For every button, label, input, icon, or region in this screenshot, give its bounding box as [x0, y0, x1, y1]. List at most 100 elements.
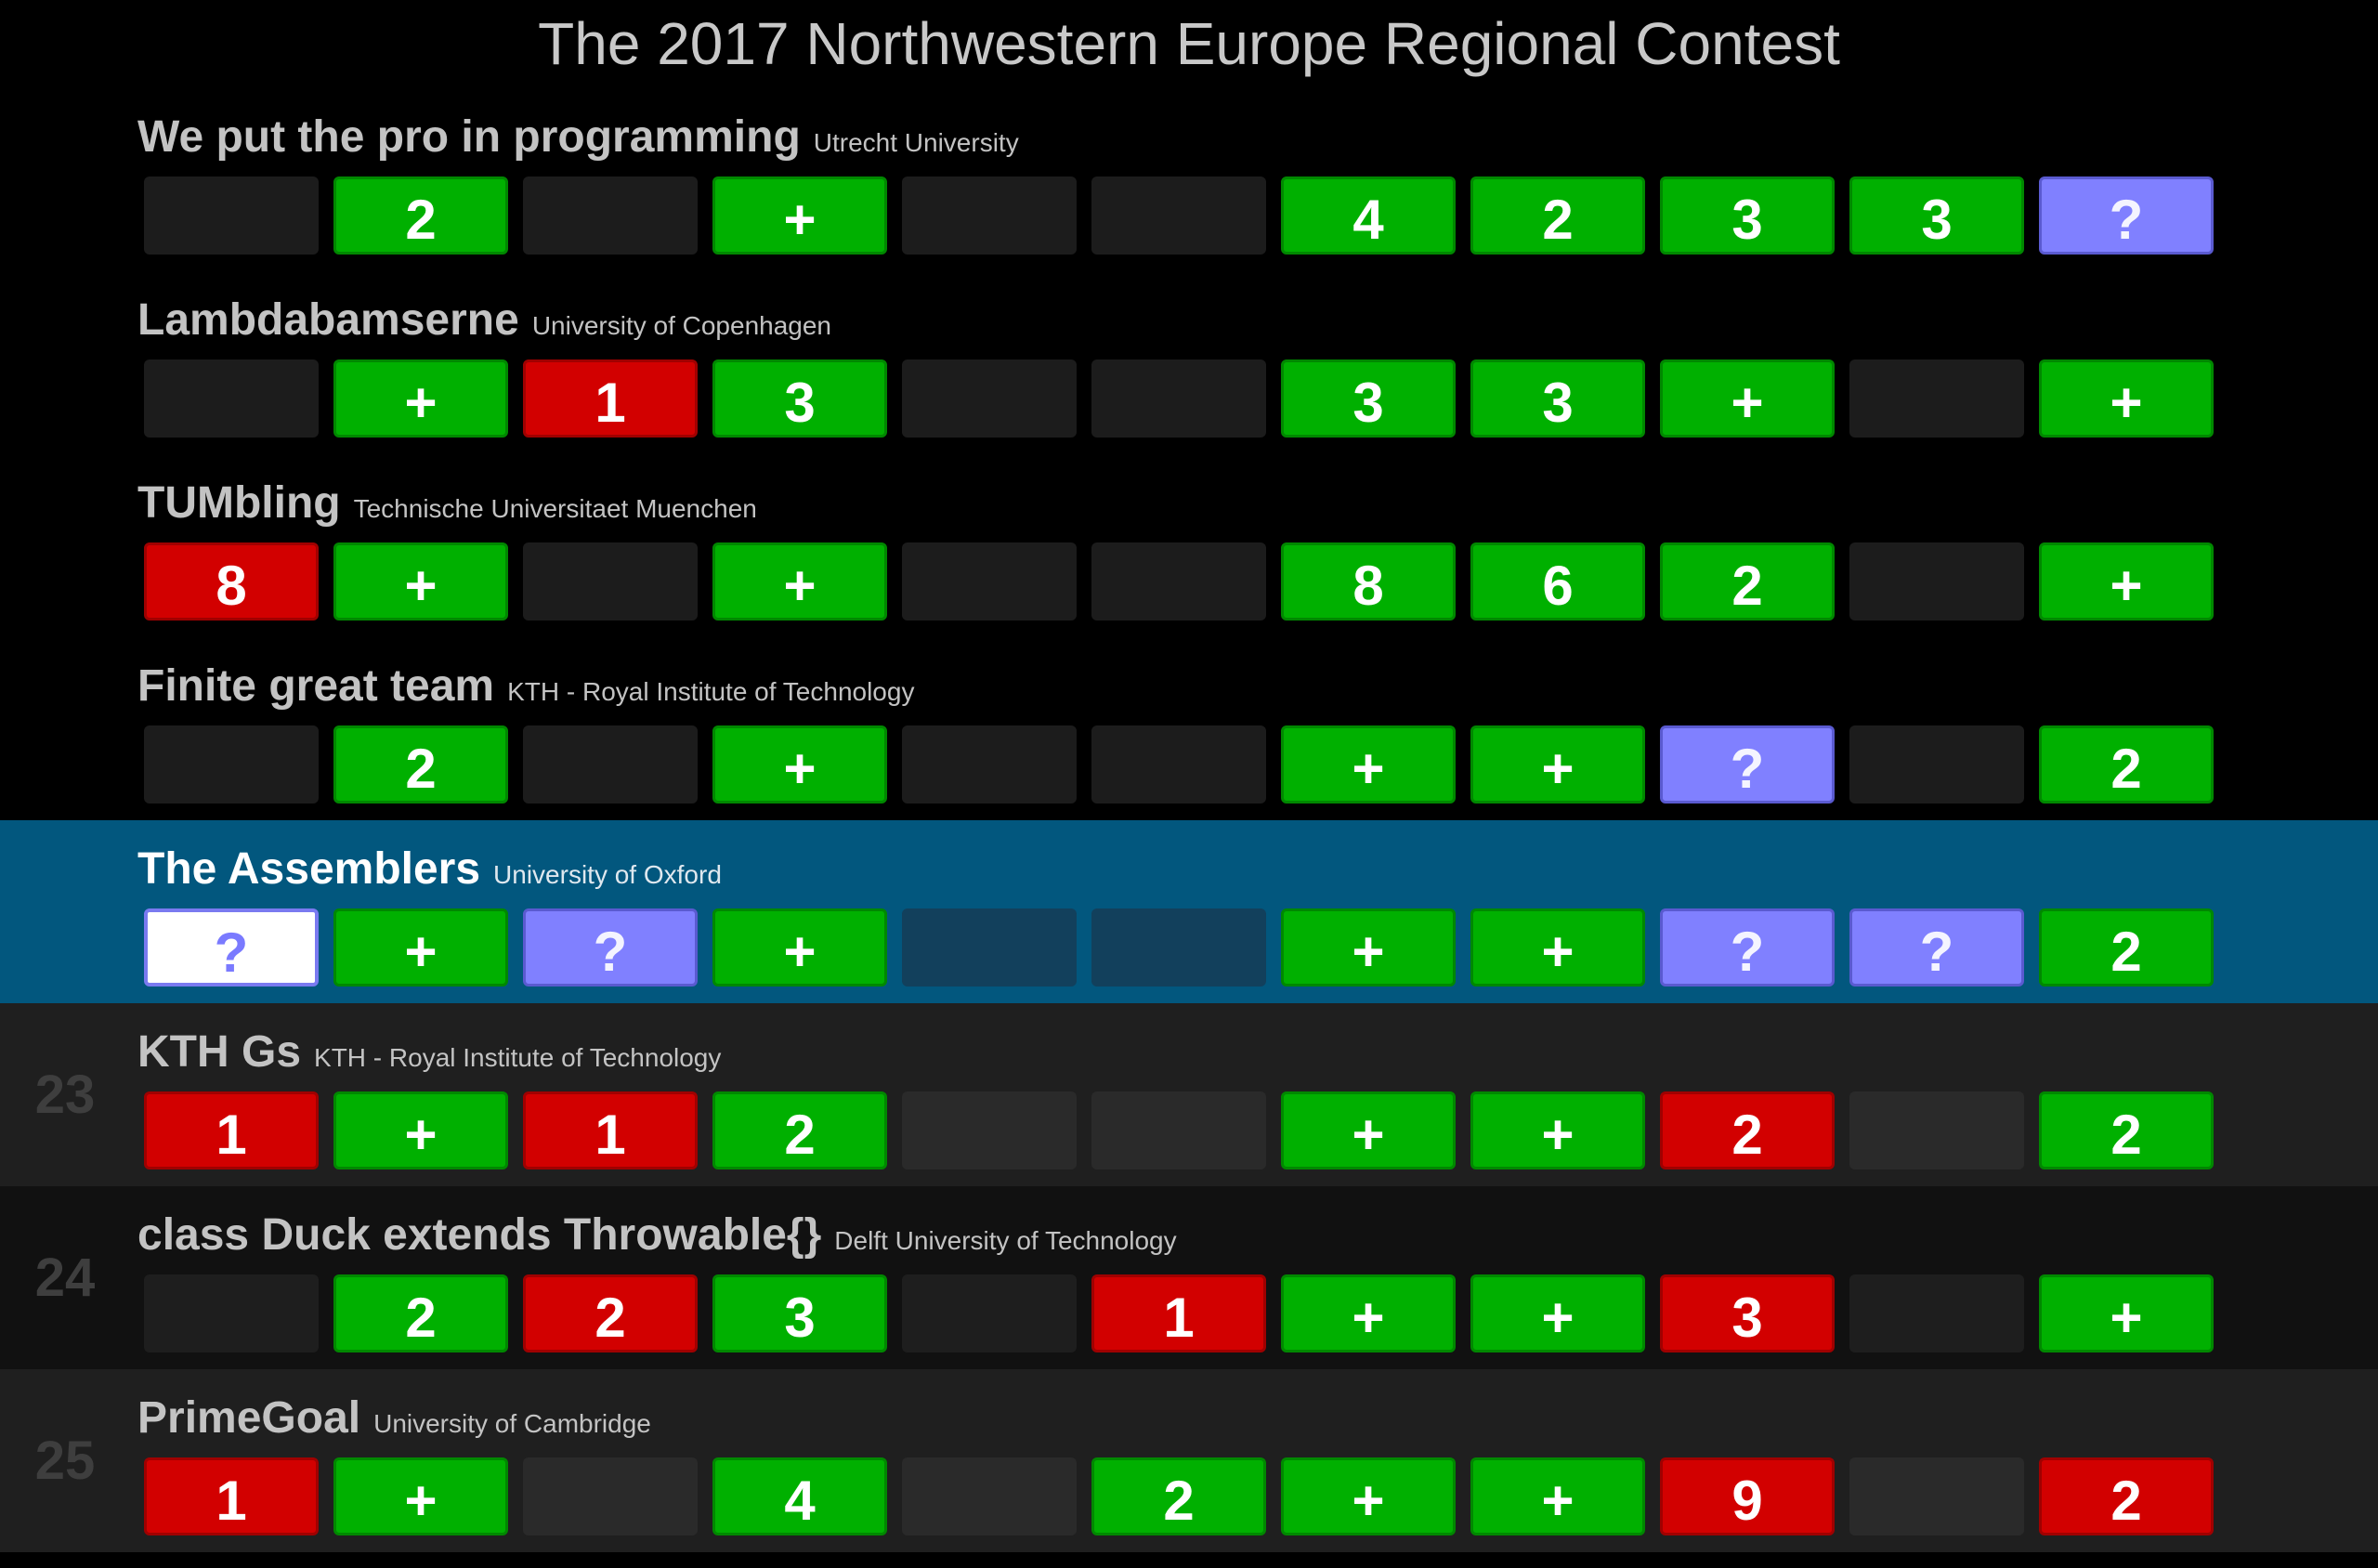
problem-cell-empty[interactable]: [523, 542, 698, 621]
problem-cell-solved[interactable]: +: [1281, 908, 1456, 987]
problem-cell-failed[interactable]: 1: [144, 1457, 319, 1535]
problem-cell-solved[interactable]: +: [1281, 1091, 1456, 1169]
problem-cell-solved[interactable]: +: [333, 1091, 508, 1169]
problem-cell-solved[interactable]: 4: [712, 1457, 887, 1535]
problem-cell-empty[interactable]: [902, 359, 1077, 438]
problem-cell-solved[interactable]: 2: [2039, 725, 2214, 804]
team-row[interactable]: The Assemblers University of Oxford? +? + + +…: [0, 820, 2378, 1003]
problem-cell-solved[interactable]: 2: [333, 725, 508, 804]
problem-cell-solved[interactable]: +: [333, 542, 508, 621]
problem-cell-solved[interactable]: 3: [712, 1274, 887, 1352]
problem-cell-empty[interactable]: [1091, 1091, 1266, 1169]
problem-cell-pending[interactable]: ?: [1849, 908, 2024, 987]
problem-cell-solved[interactable]: 2: [333, 176, 508, 255]
team-row[interactable]: 23 KTH Gs KTH - Royal Institute of Technol…: [0, 1003, 2378, 1186]
problem-cell-solved[interactable]: 8: [1281, 542, 1456, 621]
problem-cell-empty[interactable]: [1091, 908, 1266, 987]
problem-cell-solved[interactable]: 2: [2039, 908, 2214, 987]
problem-cell-solved[interactable]: +: [712, 725, 887, 804]
problem-cell-failed[interactable]: 1: [523, 1091, 698, 1169]
problem-cell-empty[interactable]: [144, 1274, 319, 1352]
problem-cell-empty[interactable]: [144, 176, 319, 255]
problem-cell-solved[interactable]: +: [333, 908, 508, 987]
team-rank: [0, 454, 130, 637]
problem-cell-failed[interactable]: 8: [144, 542, 319, 621]
problem-cell-solved[interactable]: +: [333, 359, 508, 438]
problem-cell-failed[interactable]: 1: [523, 359, 698, 438]
problem-cell-empty[interactable]: [1849, 1274, 2024, 1352]
problem-cell-active[interactable]: ?: [144, 908, 319, 987]
problem-cell-empty[interactable]: [1091, 176, 1266, 255]
problem-cell-solved[interactable]: 3: [1849, 176, 2024, 255]
problem-cell-solved[interactable]: +: [1470, 908, 1645, 987]
problem-cell-solved[interactable]: +: [1281, 1274, 1456, 1352]
problem-cell-failed[interactable]: 1: [1091, 1274, 1266, 1352]
problem-cell-failed[interactable]: 2: [523, 1274, 698, 1352]
team-row[interactable]: 24 class Duck extends Throwable{} Delft Un…: [0, 1186, 2378, 1369]
problem-cell-solved[interactable]: 2: [333, 1274, 508, 1352]
team-row[interactable]: Lambdabamserne University of Copenhagen +1…: [0, 271, 2378, 454]
problem-cell-solved[interactable]: +: [1660, 359, 1835, 438]
problem-cell-empty[interactable]: [523, 1457, 698, 1535]
problem-cell-solved[interactable]: 2: [1470, 176, 1645, 255]
team-row[interactable]: TUMbling Technische Universitaet Muenchen…: [0, 454, 2378, 637]
problem-cell-solved[interactable]: 3: [1470, 359, 1645, 438]
problem-cell-solved[interactable]: +: [712, 908, 887, 987]
problem-cell-failed[interactable]: 3: [1660, 1274, 1835, 1352]
problem-cell-pending[interactable]: ?: [523, 908, 698, 987]
problem-cell-failed[interactable]: 2: [1660, 1091, 1835, 1169]
problem-cell-solved[interactable]: 2: [2039, 1091, 2214, 1169]
problem-cell-empty[interactable]: [1091, 359, 1266, 438]
problem-cell-failed[interactable]: 1: [144, 1091, 319, 1169]
problem-cell-solved[interactable]: +: [333, 1457, 508, 1535]
problem-cell-solved[interactable]: 3: [712, 359, 887, 438]
problem-cell-empty[interactable]: [1091, 542, 1266, 621]
problem-cell-empty[interactable]: [144, 359, 319, 438]
problem-cell-empty[interactable]: [902, 908, 1077, 987]
problem-cell-empty[interactable]: [523, 176, 698, 255]
problem-cell-solved[interactable]: 6: [1470, 542, 1645, 621]
problem-cell-empty[interactable]: [1849, 725, 2024, 804]
problem-cell-solved[interactable]: 3: [1281, 359, 1456, 438]
team-row[interactable]: 25 PrimeGoal University of Cambridge 1 +4 2 + +…: [0, 1369, 2378, 1552]
problem-cell-solved[interactable]: +: [2039, 1274, 2214, 1352]
team-row[interactable]: We put the pro in programming Utrecht Uni…: [0, 88, 2378, 271]
problem-cell-failed[interactable]: 9: [1660, 1457, 1835, 1535]
team-header: PrimeGoal University of Cambridge: [137, 1386, 651, 1451]
problem-cell-empty[interactable]: [1849, 359, 2024, 438]
problem-cell-solved[interactable]: +: [1281, 1457, 1456, 1535]
team-row[interactable]: Finite great team KTH - Royal Institute o…: [0, 637, 2378, 820]
problem-cell-solved[interactable]: 2: [1660, 542, 1835, 621]
problem-cell-empty[interactable]: [902, 725, 1077, 804]
problem-cell-empty[interactable]: [523, 725, 698, 804]
problem-cell-empty[interactable]: [902, 542, 1077, 621]
problem-cell-empty[interactable]: [902, 1457, 1077, 1535]
problem-cell-solved[interactable]: 4: [1281, 176, 1456, 255]
team-rank: 24: [34, 1248, 96, 1308]
problem-cell-empty[interactable]: [902, 1274, 1077, 1352]
problem-cell-failed[interactable]: 2: [2039, 1457, 2214, 1535]
problem-cell-solved[interactable]: +: [712, 176, 887, 255]
problem-cell-solved[interactable]: +: [2039, 542, 2214, 621]
problem-cell-pending[interactable]: ?: [2039, 176, 2214, 255]
problem-cell-solved[interactable]: +: [1470, 725, 1645, 804]
problem-cell-empty[interactable]: [1091, 725, 1266, 804]
problem-cell-pending[interactable]: ?: [1660, 725, 1835, 804]
problem-cell-empty[interactable]: [1849, 542, 2024, 621]
problem-cell-pending[interactable]: ?: [1660, 908, 1835, 987]
problem-cell-solved[interactable]: 2: [1091, 1457, 1266, 1535]
problem-cell-empty[interactable]: [902, 1091, 1077, 1169]
problem-cell-solved[interactable]: +: [1281, 725, 1456, 804]
team-header: class Duck extends Throwable{} Delft Univ…: [137, 1203, 1177, 1268]
problem-cell-empty[interactable]: [144, 725, 319, 804]
problem-cell-solved[interactable]: +: [2039, 359, 2214, 438]
problem-cell-solved[interactable]: +: [712, 542, 887, 621]
problem-cell-solved[interactable]: 3: [1660, 176, 1835, 255]
problem-cell-empty[interactable]: [1849, 1457, 2024, 1535]
problem-cell-solved[interactable]: +: [1470, 1091, 1645, 1169]
problem-cell-solved[interactable]: 2: [712, 1091, 887, 1169]
problem-cell-solved[interactable]: +: [1470, 1457, 1645, 1535]
problem-cell-solved[interactable]: +: [1470, 1274, 1645, 1352]
problem-cell-empty[interactable]: [1849, 1091, 2024, 1169]
problem-cell-empty[interactable]: [902, 176, 1077, 255]
